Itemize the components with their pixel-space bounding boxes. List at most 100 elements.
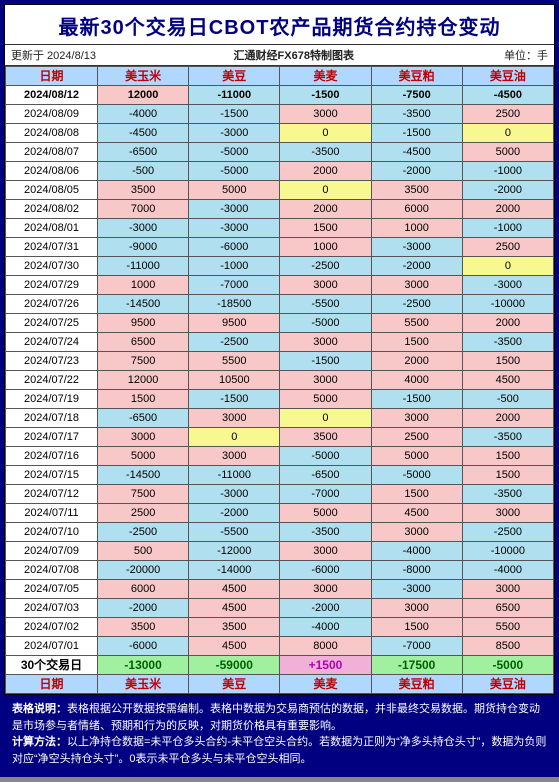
table-row: 2024/07/127500-3000-70001500-3500 xyxy=(6,485,554,504)
value-cell: -3000 xyxy=(462,276,553,295)
date-cell: 2024/08/06 xyxy=(6,162,98,181)
data-table: 日期美玉米美豆美麦美豆粕美豆油 2024/08/1212000-11000-15… xyxy=(5,66,554,694)
table-row: 2024/08/027000-3000200060002000 xyxy=(6,200,554,219)
table-row: 2024/07/15-14500-11000-6500-50001500 xyxy=(6,466,554,485)
table-row: 2024/07/291000-700030003000-3000 xyxy=(6,276,554,295)
value-cell: 2500 xyxy=(98,504,189,523)
title-days: 30 xyxy=(101,17,125,39)
value-cell: -2500 xyxy=(189,333,280,352)
value-cell: -4000 xyxy=(98,105,189,124)
value-cell: 6500 xyxy=(98,333,189,352)
totals-cell: -13000 xyxy=(98,656,189,675)
value-cell: 2500 xyxy=(462,105,553,124)
value-cell: -5500 xyxy=(280,295,371,314)
fcol-1: 美玉米 xyxy=(98,675,189,694)
value-cell: 3000 xyxy=(280,105,371,124)
value-cell: -12000 xyxy=(189,542,280,561)
value-cell: -1500 xyxy=(189,105,280,124)
value-cell: 4500 xyxy=(189,637,280,656)
meta-update: 更新于 2024/8/13 xyxy=(5,45,188,65)
date-cell: 2024/07/02 xyxy=(6,618,98,637)
value-cell: -3500 xyxy=(280,523,371,542)
date-cell: 2024/07/15 xyxy=(6,466,98,485)
value-cell: 6000 xyxy=(371,200,462,219)
totals-cell: -17500 xyxy=(371,656,462,675)
date-cell: 2024/07/12 xyxy=(6,485,98,504)
value-cell: -4500 xyxy=(98,124,189,143)
value-cell: -1500 xyxy=(280,86,371,105)
value-cell: 0 xyxy=(280,124,371,143)
totals-row: 30个交易日-13000-59000+1500-17500-5000 xyxy=(6,656,554,675)
value-cell: 3000 xyxy=(371,276,462,295)
value-cell: 3000 xyxy=(280,580,371,599)
value-cell: 7500 xyxy=(98,352,189,371)
footer-p2-label: 计算方法： xyxy=(12,736,67,748)
value-cell: 3000 xyxy=(280,371,371,390)
date-cell: 2024/07/17 xyxy=(6,428,98,447)
table-row: 2024/07/31-9000-60001000-30002500 xyxy=(6,238,554,257)
value-cell: -6000 xyxy=(98,637,189,656)
date-cell: 2024/07/01 xyxy=(6,637,98,656)
value-cell: -6000 xyxy=(280,561,371,580)
value-cell: 1500 xyxy=(371,618,462,637)
value-cell: 4500 xyxy=(462,371,553,390)
value-cell: -10000 xyxy=(462,295,553,314)
value-cell: 1500 xyxy=(371,333,462,352)
table-row: 2024/07/112500-2000500045003000 xyxy=(6,504,554,523)
value-cell: -2000 xyxy=(189,504,280,523)
meta-row: 更新于 2024/8/13 汇通财经FX678特制图表 单位：手 xyxy=(5,45,554,66)
value-cell: -14500 xyxy=(98,295,189,314)
value-cell: -6500 xyxy=(98,143,189,162)
table-head: 日期美玉米美豆美麦美豆粕美豆油 xyxy=(6,67,554,86)
value-cell: -2500 xyxy=(462,523,553,542)
value-cell: 3500 xyxy=(189,618,280,637)
value-cell: 6000 xyxy=(98,580,189,599)
value-cell: 3500 xyxy=(98,618,189,637)
value-cell: -2000 xyxy=(371,162,462,181)
footer-header-row: 日期美玉米美豆美麦美豆粕美豆油 xyxy=(6,675,554,694)
table-row: 2024/07/10-2500-5500-35003000-2500 xyxy=(6,523,554,542)
value-cell: 5500 xyxy=(462,618,553,637)
value-cell: 3000 xyxy=(371,599,462,618)
value-cell: -3000 xyxy=(189,200,280,219)
date-cell: 2024/07/30 xyxy=(6,257,98,276)
value-cell: 3000 xyxy=(189,409,280,428)
value-cell: 2000 xyxy=(462,409,553,428)
value-cell: -3500 xyxy=(280,143,371,162)
table-row: 2024/08/06-500-50002000-2000-1000 xyxy=(6,162,554,181)
value-cell: 9500 xyxy=(189,314,280,333)
table-row: 2024/07/09500-120003000-4000-10000 xyxy=(6,542,554,561)
value-cell: 1500 xyxy=(371,485,462,504)
value-cell: -3000 xyxy=(189,124,280,143)
value-cell: -6500 xyxy=(98,409,189,428)
date-cell: 2024/07/19 xyxy=(6,390,98,409)
value-cell: 12000 xyxy=(98,371,189,390)
date-cell: 2024/07/03 xyxy=(6,599,98,618)
value-cell: -1000 xyxy=(189,257,280,276)
table-row: 2024/08/07-6500-5000-3500-45005000 xyxy=(6,143,554,162)
table-row: 2024/07/03-20004500-200030006500 xyxy=(6,599,554,618)
date-cell: 2024/08/02 xyxy=(6,200,98,219)
value-cell: 0 xyxy=(462,124,553,143)
value-cell: 2500 xyxy=(462,238,553,257)
value-cell: 1500 xyxy=(462,466,553,485)
value-cell: -5000 xyxy=(189,162,280,181)
value-cell: 2000 xyxy=(462,200,553,219)
date-cell: 2024/07/09 xyxy=(6,542,98,561)
value-cell: 3000 xyxy=(280,542,371,561)
totals-cell: -5000 xyxy=(462,656,553,675)
table-row: 2024/07/05600045003000-30003000 xyxy=(6,580,554,599)
table-row: 2024/07/2595009500-500055002000 xyxy=(6,314,554,333)
table-body: 2024/08/1212000-11000-1500-7500-4500 2024… xyxy=(6,86,554,694)
value-cell: -1000 xyxy=(462,162,553,181)
value-cell: -18500 xyxy=(189,295,280,314)
date-cell: 2024/07/23 xyxy=(6,352,98,371)
footer-p1-text: 表格根据公开数据按需编制。表格中数据为交易商预估的数据，并非最终交易数据。期货持… xyxy=(12,703,540,732)
table-row: 2024/08/01-3000-300015001000-1000 xyxy=(6,219,554,238)
table-row: 2024/08/1212000-11000-1500-7500-4500 xyxy=(6,86,554,105)
date-cell: 2024/07/25 xyxy=(6,314,98,333)
table-row: 2024/07/246500-250030001500-3500 xyxy=(6,333,554,352)
fcol-5: 美豆油 xyxy=(462,675,553,694)
date-cell: 2024/07/05 xyxy=(6,580,98,599)
value-cell: -7500 xyxy=(371,86,462,105)
